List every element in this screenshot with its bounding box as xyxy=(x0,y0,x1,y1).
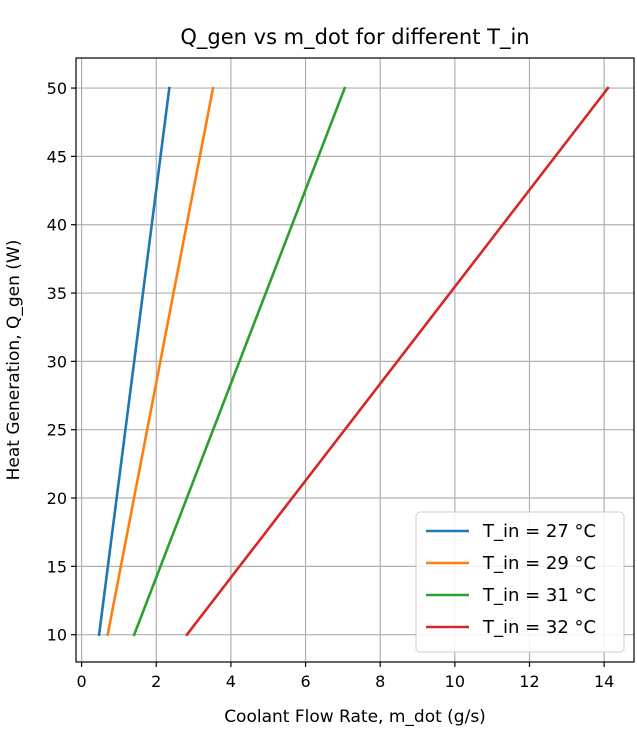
plot-frame xyxy=(75,57,635,663)
y-tick-label: 35 xyxy=(47,284,67,303)
y-axis-label: Heat Generation, Q_gen (W) xyxy=(4,240,24,481)
legend-entry-label: T_in = 27 °C xyxy=(482,521,596,542)
series-line xyxy=(185,86,610,637)
series-line xyxy=(97,86,171,637)
series-lines xyxy=(97,86,610,637)
y-tick-label: 15 xyxy=(47,557,67,576)
y-tick-label: 45 xyxy=(47,147,67,166)
series-line xyxy=(106,86,215,637)
legend: T_in = 27 °C T_in = 29 °C T_in = 31 °C T_in… xyxy=(415,511,625,653)
x-tick-label: 8 xyxy=(375,672,385,691)
y-tick-label: 50 xyxy=(47,79,67,98)
y-tick-label: 30 xyxy=(47,352,67,371)
series-line xyxy=(132,86,347,637)
y-tick-label: 10 xyxy=(47,626,67,645)
x-tick-label: 12 xyxy=(519,672,539,691)
legend-entry-label: T_in = 31 °C xyxy=(482,585,596,606)
y-tick-label: 25 xyxy=(47,421,67,440)
legend-entry-label: T_in = 29 °C xyxy=(482,553,596,574)
x-axis-label: Coolant Flow Rate, m_dot (g/s) xyxy=(224,707,486,727)
axis-ticks: 0 2 4 6 8 10 12 14 10 15 20 25 30 35 40 45 50 xyxy=(47,79,615,691)
legend-entry-label: T_in = 32 °C xyxy=(482,617,596,638)
y-tick-label: 40 xyxy=(47,216,67,235)
x-tick-label: 10 xyxy=(445,672,465,691)
x-tick-label: 4 xyxy=(226,672,236,691)
legend-box xyxy=(415,511,625,653)
x-tick-label: 0 xyxy=(77,672,87,691)
x-tick-label: 6 xyxy=(300,672,310,691)
y-tick-label: 20 xyxy=(47,489,67,508)
x-tick-label: 14 xyxy=(594,672,614,691)
x-tick-label: 2 xyxy=(151,672,161,691)
chart-title: Q_gen vs m_dot for different T_in xyxy=(180,25,529,50)
